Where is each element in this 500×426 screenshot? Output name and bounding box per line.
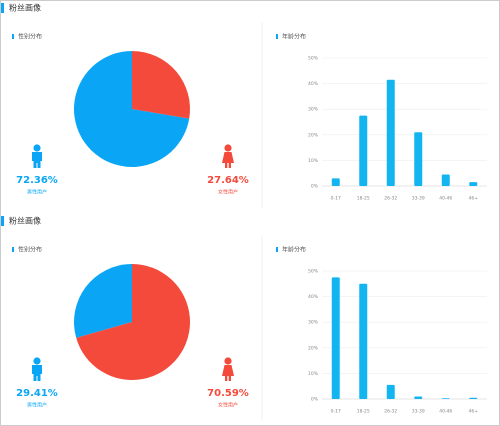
pie-slice: [74, 51, 190, 167]
legend-label: 男性用户: [27, 402, 47, 409]
x-tick-label: 33-39: [412, 196, 425, 202]
y-tick-label: 50%: [308, 269, 319, 275]
person-icon-head: [224, 144, 232, 152]
legend-label: 男性用户: [27, 189, 47, 196]
x-tick-label: 46+: [469, 196, 479, 202]
bar: [359, 283, 368, 399]
x-tick-label: 0-17: [331, 409, 341, 415]
x-tick-label: 0-17: [331, 196, 341, 202]
legend-label: 女性用户: [218, 189, 238, 196]
x-tick-label: 18-25: [357, 409, 370, 415]
x-tick-label: 40-46: [439, 409, 452, 415]
person-icon-head: [33, 357, 41, 365]
bar: [469, 397, 478, 399]
pie-slice: [132, 51, 190, 119]
y-tick-label: 20%: [308, 132, 319, 138]
person-icon-body: [222, 152, 234, 168]
person-icon-body: [222, 365, 234, 381]
x-tick-label: 18-25: [357, 196, 370, 202]
section-marker: [1, 216, 4, 226]
bar: [469, 182, 478, 186]
y-tick-label: 40%: [308, 81, 319, 87]
person-icon-head: [33, 144, 41, 152]
x-tick-label: 46+: [469, 409, 479, 415]
percent-label: 27.64%: [207, 175, 249, 186]
section-marker: [1, 3, 4, 13]
bar: [331, 277, 340, 399]
person-icon-head: [224, 357, 232, 365]
x-tick-label: 33-39: [412, 409, 425, 415]
panel-title: 年龄分布: [282, 246, 306, 254]
percent-label: 70.59%: [207, 388, 249, 399]
title-marker: [12, 247, 14, 252]
title-marker: [276, 247, 278, 252]
bar: [441, 174, 450, 186]
y-tick-label: 30%: [308, 107, 319, 113]
pie-slice: [74, 264, 132, 338]
y-tick-label: 10%: [308, 371, 319, 377]
y-tick-label: 0%: [311, 397, 319, 403]
y-tick-label: 30%: [308, 320, 319, 326]
person-icon-body: [32, 365, 42, 381]
x-tick-label: 26-32: [384, 409, 397, 415]
bar: [441, 398, 450, 399]
title-marker: [12, 34, 14, 39]
bar: [414, 132, 423, 186]
x-tick-label: 40-46: [439, 196, 452, 202]
person-icon-body: [32, 152, 42, 168]
y-tick-label: 10%: [308, 158, 319, 164]
y-tick-label: 40%: [308, 294, 319, 300]
legend-label: 女性用户: [218, 402, 238, 409]
bar: [331, 178, 340, 186]
panel-title: 性别分布: [18, 246, 42, 254]
title-marker: [276, 34, 278, 39]
bar: [386, 384, 395, 399]
y-tick-label: 0%: [311, 184, 319, 190]
percent-label: 29.41%: [16, 388, 58, 399]
pie-slice: [76, 264, 190, 380]
x-tick-label: 26-32: [384, 196, 397, 202]
section-title: 粉丝画像: [9, 216, 41, 226]
bar: [414, 396, 423, 399]
bar: [359, 115, 368, 186]
panel-title: 年龄分布: [282, 33, 306, 41]
y-tick-label: 20%: [308, 345, 319, 351]
section-title: 粉丝画像: [9, 3, 41, 13]
panel-title: 性别分布: [18, 33, 42, 41]
bar: [386, 79, 395, 186]
percent-label: 72.36%: [16, 175, 58, 186]
y-tick-label: 50%: [308, 56, 319, 62]
